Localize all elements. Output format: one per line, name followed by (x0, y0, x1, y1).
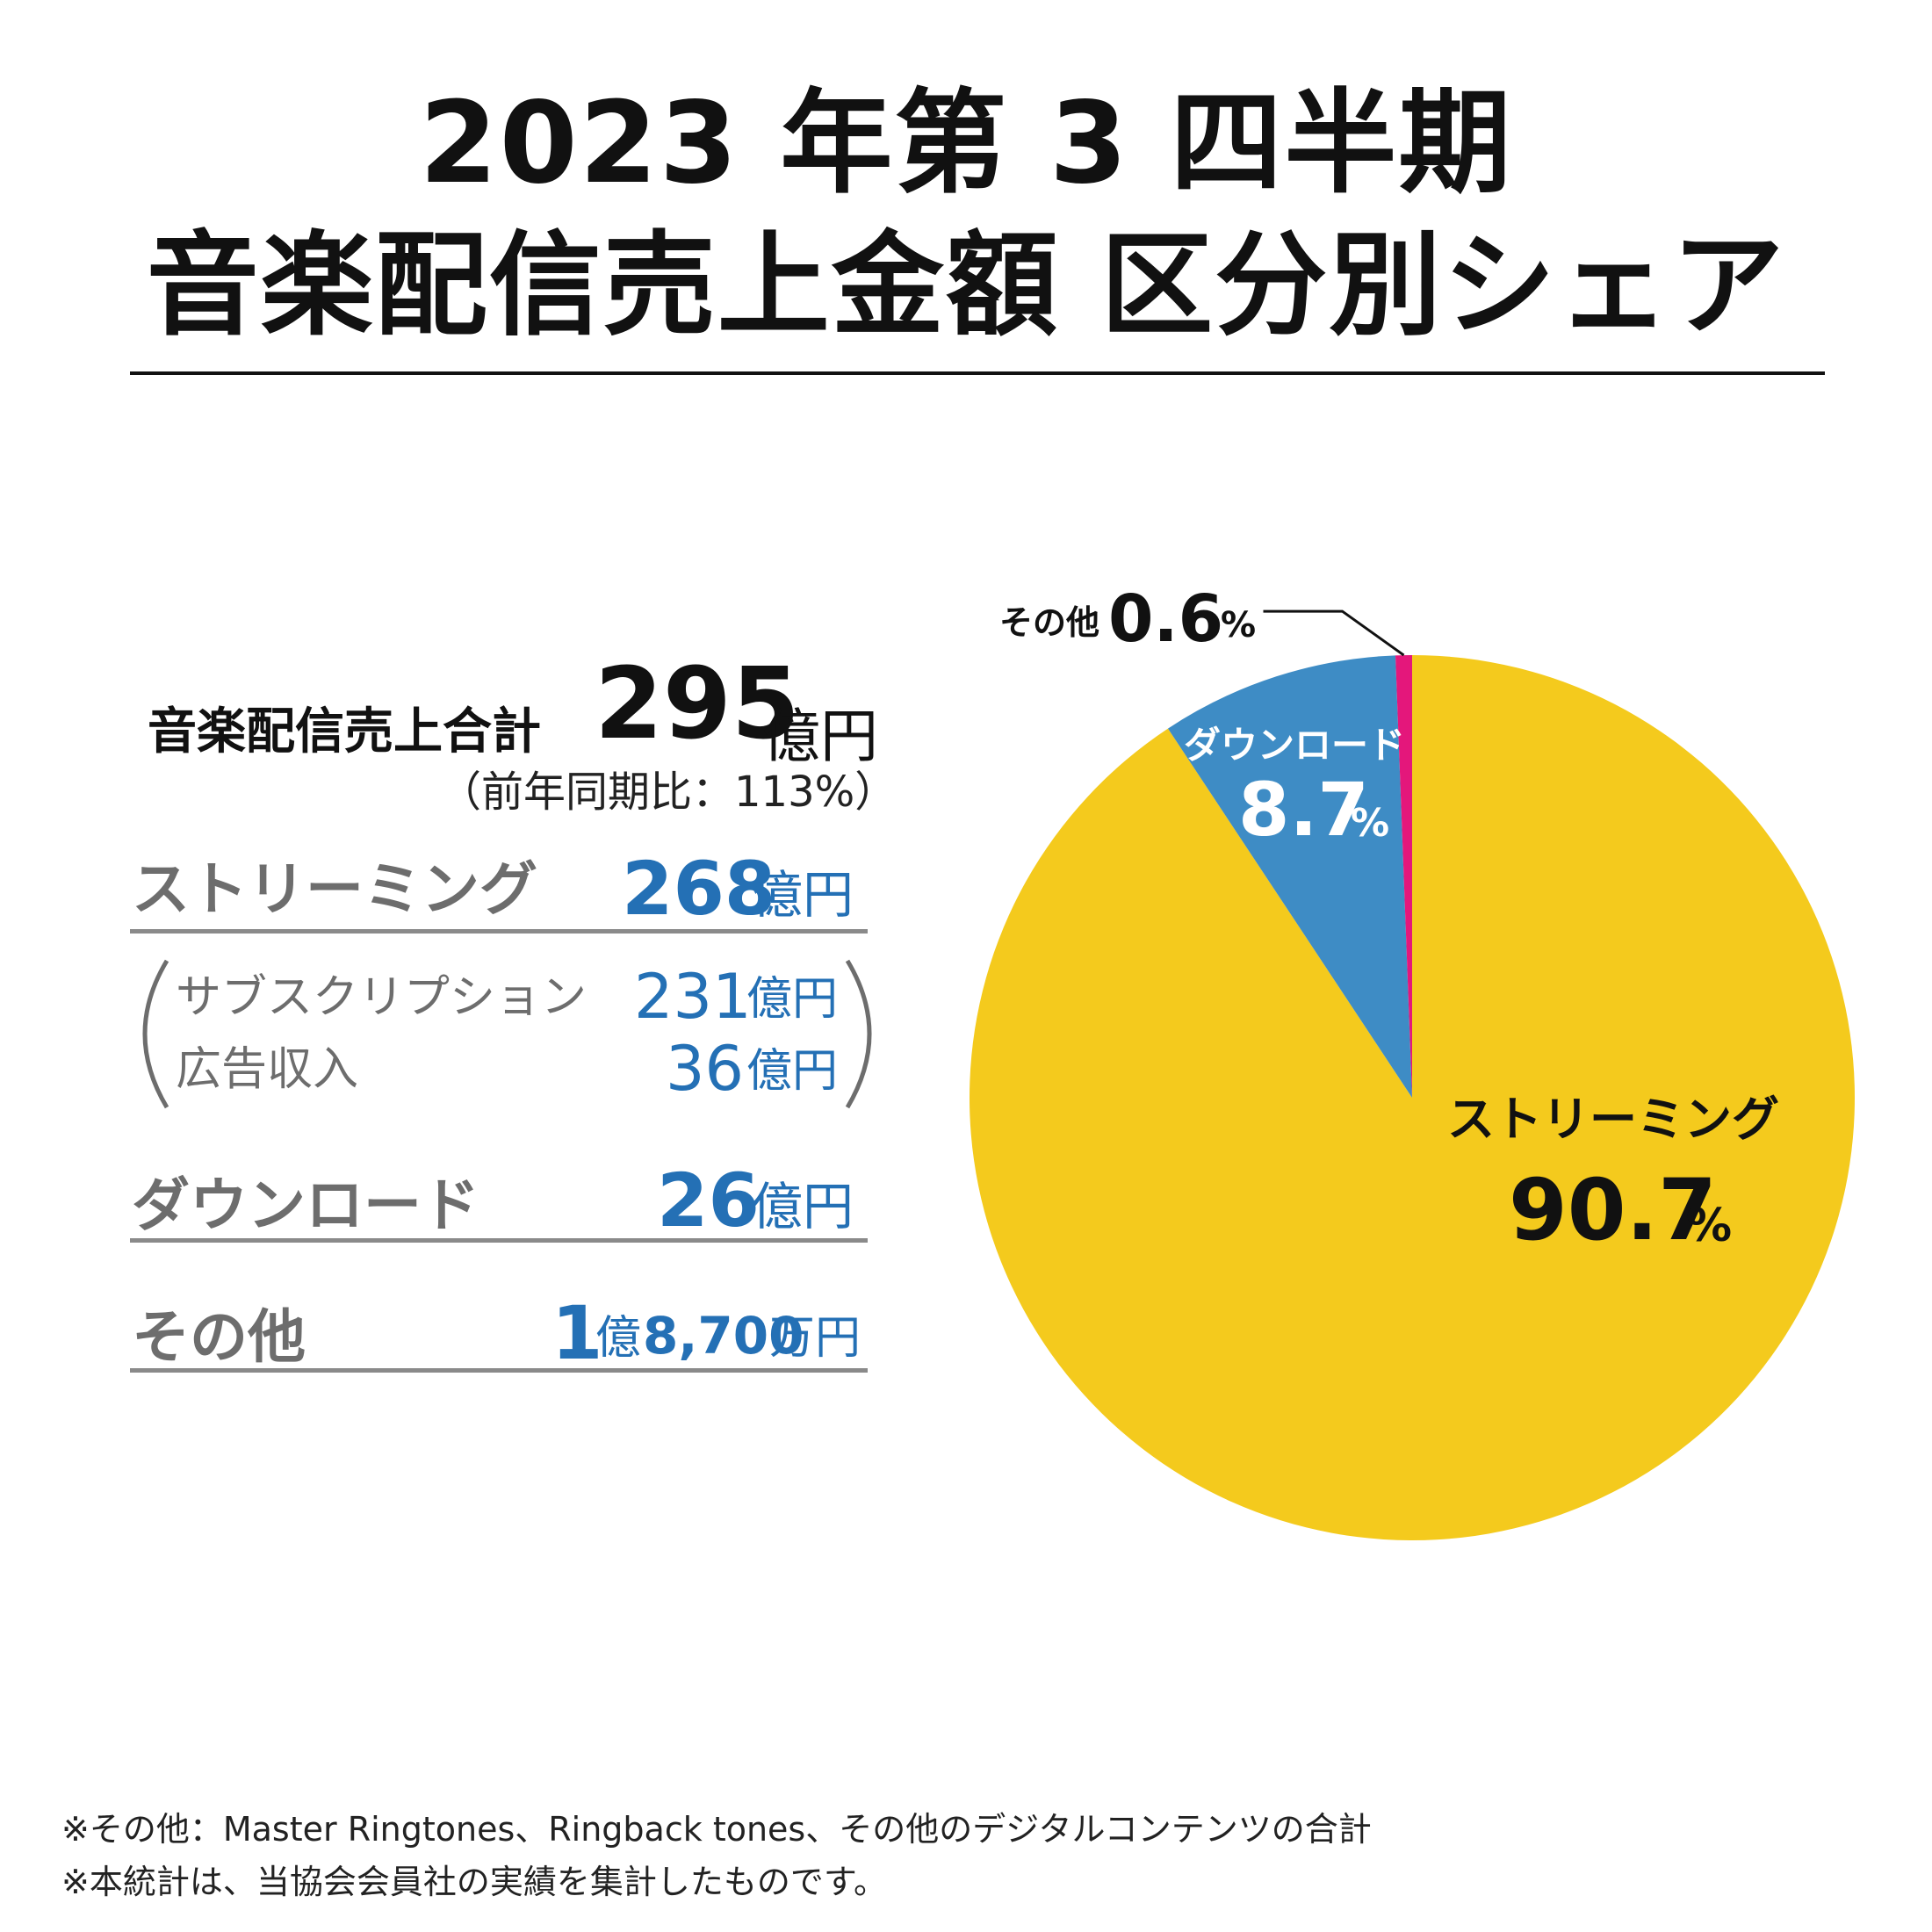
other-row-unit-oku: 億 (595, 1312, 642, 1365)
pie-slice-other (1395, 655, 1412, 1098)
right-bracket (845, 959, 872, 1109)
subscription-unit: 億円 (746, 973, 839, 1026)
other-slice-leader-line (1263, 609, 1405, 657)
ads-value: 36 (666, 1033, 745, 1105)
chart-title-line1: 2023 年第 3 四半期 (419, 78, 1513, 209)
streaming-row-unit: 億円 (752, 865, 854, 925)
total-label: 音楽配信売上合計 (148, 703, 541, 761)
left-bracket (142, 959, 169, 1109)
title-divider (130, 371, 1825, 375)
other-row-label: その他 (132, 1303, 306, 1371)
subscription-value: 231 (634, 961, 752, 1033)
ads-label: 広告収入 (176, 1043, 359, 1096)
streaming-row-label: ストリーミング (132, 855, 537, 923)
yoy-note: （前年同期比：113%） (439, 768, 898, 817)
other-row-unit-man: 万円 (769, 1312, 861, 1365)
streaming-row-rule (130, 929, 868, 934)
streaming-slice-label: ストリーミング (1447, 1092, 1779, 1147)
other-row-value-oku: 1 (551, 1290, 603, 1376)
download-slice-pct: % (1351, 801, 1390, 846)
streaming-row-value: 268 (622, 846, 776, 932)
other-row-value-man: 8,700 (643, 1306, 804, 1366)
ads-unit: 億円 (746, 1045, 839, 1098)
download-slice-label: ダウンロード (1184, 724, 1406, 767)
pie-slice-download (1167, 655, 1412, 1098)
total-unit: 億円 (762, 703, 878, 770)
other-slice-label: その他 (999, 603, 1100, 642)
download-row-value: 26 (657, 1157, 760, 1244)
other-row-rule (130, 1368, 868, 1373)
download-row-label: ダウンロード (132, 1171, 479, 1239)
footnote-2: ※本統計は、当協会会員社の実績を集計したものです。 (61, 1863, 888, 1901)
streaming-slice-value: 90.7 (1509, 1161, 1717, 1259)
download-row-unit: 億円 (752, 1177, 854, 1236)
download-row-rule (130, 1238, 868, 1243)
footnote-1: ※その他：Master Ringtones、Ringback tones、その他… (61, 1810, 1372, 1849)
total-value: 295 (595, 647, 800, 761)
chart-title-line2: 音楽配信売上金額 区分別シェア (146, 220, 1786, 351)
subscription-label: サブスクリプション (176, 971, 588, 1024)
other-slice-value: 0.6 (1108, 581, 1224, 657)
other-slice-pct: % (1221, 605, 1257, 645)
streaming-slice-pct: % (1686, 1200, 1733, 1252)
download-slice-value: 8.7 (1238, 767, 1369, 853)
